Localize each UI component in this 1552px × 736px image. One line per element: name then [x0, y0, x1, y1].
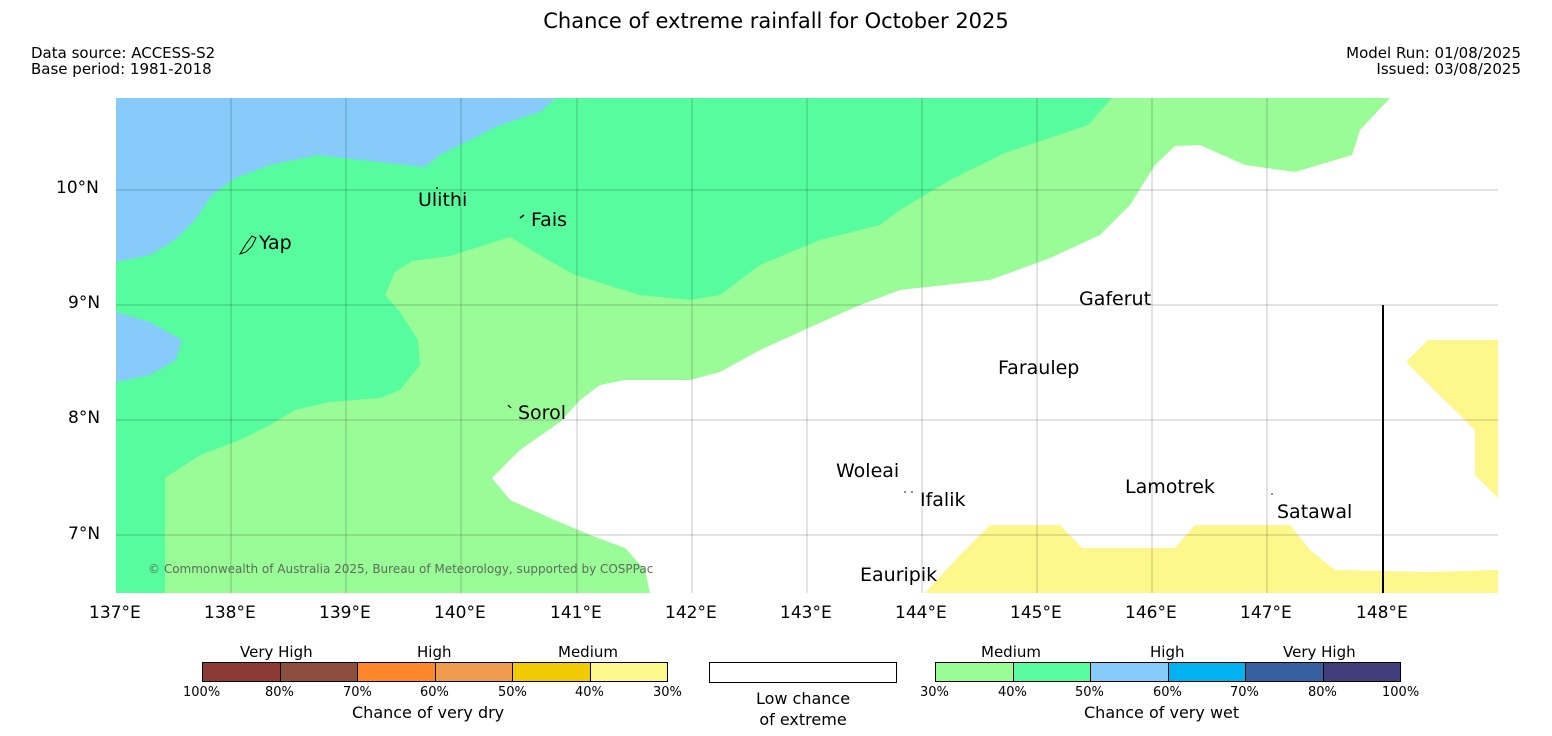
- wet-swatch-50-60: [1091, 663, 1169, 681]
- wet-header-very-high: Very High: [1283, 643, 1356, 661]
- wet-50-60-region-west: [116, 312, 182, 382]
- lon-label-142e: 142°E: [665, 603, 717, 623]
- issued-text: Issued: 03/08/2025: [1376, 60, 1521, 78]
- lon-label-144e: 144°E: [895, 603, 947, 623]
- place-label-sorol: Sorol: [518, 402, 566, 424]
- lon-label-140e: 140°E: [434, 603, 486, 623]
- lon-label-138e: 138°E: [204, 603, 256, 623]
- model-run-text: Model Run: 01/08/2025: [1346, 44, 1521, 62]
- lat-label-9n: 9°N: [68, 293, 101, 313]
- wet-swatch-40-50: [1013, 663, 1091, 681]
- dry-tick-40: 40%: [575, 685, 604, 700]
- wet-swatch-80-100: [1323, 663, 1400, 681]
- dry-30-40-region-south: [925, 525, 1498, 593]
- lon-label-137e: 137°E: [89, 603, 141, 623]
- lat-label-10n: 10°N: [56, 178, 99, 198]
- place-label-satawal: Satawal: [1277, 501, 1353, 523]
- low-chance-swatch: [709, 662, 897, 683]
- sorol-island: [507, 404, 512, 409]
- graticule: [116, 98, 1498, 593]
- lon-label-145e: 145°E: [1010, 603, 1062, 623]
- dry-header-medium: Medium: [558, 643, 618, 661]
- wet-swatch-30-40: [936, 663, 1014, 681]
- low-chance-label: Low chance of extreme: [709, 688, 897, 730]
- low-chance-line2: of extreme: [759, 710, 847, 729]
- dry-swatch-40-30: [590, 663, 667, 681]
- lon-label-146e: 146°E: [1125, 603, 1177, 623]
- place-label-ulithi: Ulithi: [418, 189, 468, 211]
- lon-label-141e: 141°E: [550, 603, 602, 623]
- wet-header-medium: Medium: [981, 643, 1041, 661]
- ifalik-island: [911, 491, 913, 493]
- lon-label-139e: 139°E: [319, 603, 371, 623]
- lat-label-8n: 8°N: [68, 408, 101, 428]
- wet-40-50-region: [116, 98, 1112, 593]
- map-title: Chance of extreme rainfall for October 2…: [543, 9, 1009, 33]
- dry-tick-50: 50%: [498, 685, 527, 700]
- wet-tick-60: 60%: [1153, 685, 1182, 700]
- meta-left: Data source: ACCESS-S2 Base period: 1981…: [31, 45, 215, 77]
- ulithi-island: [436, 187, 438, 189]
- dry-tick-80: 80%: [265, 685, 294, 700]
- wet-tick-80: 80%: [1308, 685, 1337, 700]
- dry-tick-70: 70%: [343, 685, 372, 700]
- yap-island-outline: [238, 235, 257, 255]
- dry-header-high: High: [417, 643, 452, 661]
- fais-island: [519, 214, 525, 219]
- place-label-yap: Yap: [259, 232, 292, 254]
- wet-swatch-70-80: [1246, 663, 1324, 681]
- place-label-woleai: Woleai: [836, 460, 900, 482]
- lon-label-143e: 143°E: [780, 603, 832, 623]
- dry-legend-title: Chance of very dry: [352, 703, 505, 722]
- place-label-lamotrek: Lamotrek: [1125, 476, 1215, 498]
- dry-tick-60: 60%: [420, 685, 449, 700]
- dry-swatch-70-60: [358, 663, 436, 681]
- lon-label-148e: 148°E: [1356, 603, 1408, 623]
- wet-tick-100: 100%: [1382, 685, 1420, 700]
- place-label-ifalik: Ifalik: [920, 489, 966, 511]
- wet-colorbar: [935, 662, 1401, 682]
- data-source-text: Data source: ACCESS-S2: [31, 44, 216, 62]
- wet-legend-title: Chance of very wet: [1084, 703, 1240, 722]
- lon-label-147e: 147°E: [1240, 603, 1292, 623]
- wet-swatch-60-70: [1168, 663, 1246, 681]
- dry-swatch-60-50: [435, 663, 513, 681]
- wet-tick-40: 40%: [998, 685, 1027, 700]
- base-period-text: Base period: 1981-2018: [31, 60, 212, 78]
- copyright-notice: © Commonwealth of Australia 2025, Bureau…: [148, 562, 654, 576]
- dry-tick-30: 30%: [653, 685, 682, 700]
- dry-swatch-100-80: [203, 663, 281, 681]
- satawal-island: [1271, 493, 1273, 495]
- lat-label-7n: 7°N: [68, 524, 101, 544]
- wet-header-high: High: [1150, 643, 1185, 661]
- low-chance-line1: Low chance: [755, 689, 851, 708]
- wet-tick-50: 50%: [1075, 685, 1104, 700]
- place-label-eauripik: Eauripik: [860, 564, 938, 586]
- woleai-island: [904, 491, 906, 493]
- dry-tick-100: 100%: [183, 685, 221, 700]
- meta-right: Model Run: 01/08/2025 Issued: 03/08/2025: [1346, 45, 1521, 77]
- dry-swatch-50-40: [513, 663, 591, 681]
- wet-tick-30: 30%: [920, 685, 949, 700]
- dry-30-40-region-east: [1406, 340, 1498, 498]
- place-label-gaferut: Gaferut: [1079, 288, 1152, 310]
- dry-colorbar: [202, 662, 668, 682]
- dry-swatch-80-70: [280, 663, 358, 681]
- dry-header-very-high: Very High: [240, 643, 313, 661]
- map-area: [116, 98, 1498, 593]
- place-label-faraulep: Faraulep: [998, 357, 1080, 379]
- wet-50-60-region-north: [116, 98, 556, 262]
- wet-tick-70: 70%: [1230, 685, 1259, 700]
- place-label-fais: Fais: [531, 209, 568, 231]
